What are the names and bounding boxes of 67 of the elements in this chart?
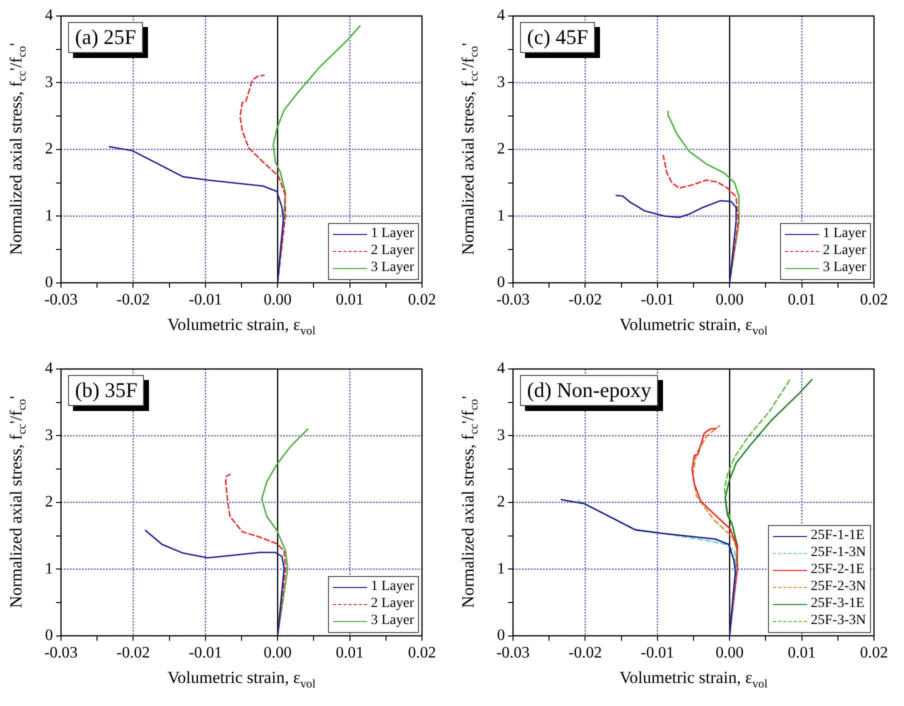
x-axis-title: Volumetric strain, ε$_{vol}$ <box>619 314 768 338</box>
text: (b) 35F <box>68 375 144 406</box>
x-tick-label: 0.02 <box>860 644 888 662</box>
y-tick-label: 0 <box>497 627 505 644</box>
y-tick-label: 3 <box>497 74 505 91</box>
x-tick-label: 0.01 <box>788 292 816 309</box>
legend-label: 25F-2-1E <box>810 562 864 578</box>
x-tick-label: 0.00 <box>716 292 744 309</box>
x-tick-label: 0.01 <box>336 644 364 662</box>
x-axis-title: Volumetric strain, ε$_{vol}$ <box>167 314 316 338</box>
y-tick-label: 2 <box>45 140 53 158</box>
y-tick-label: 0 <box>497 274 505 292</box>
y-tick-label: 2 <box>497 140 505 158</box>
legend-label: 25F-1-1E <box>810 528 864 544</box>
x-tick-label: -0.03 <box>44 292 78 309</box>
x-tick-label: 0.02 <box>408 644 436 662</box>
x-tick-label: -0.02 <box>116 292 150 309</box>
legend-label: 2 Layer <box>370 243 414 260</box>
legend-label: 25F-1-3N <box>810 545 866 562</box>
x-tick-label: 0.01 <box>788 644 816 662</box>
y-tick-label: 1 <box>497 560 505 578</box>
legend-label: 25F-3-3N <box>810 613 866 630</box>
y-tick-label: 3 <box>45 74 53 91</box>
x-tick-label: 0.00 <box>716 644 744 662</box>
x-axis-title: Volumetric strain, ε$_{vol}$ <box>619 668 768 692</box>
x-tick-label: 0.00 <box>264 644 292 662</box>
x-tick-label: -0.02 <box>116 644 150 662</box>
legend-label: 1 Layer <box>370 226 414 242</box>
x-tick-label: -0.01 <box>188 644 222 662</box>
legend-label: 25F-3-1E <box>810 596 864 612</box>
y-tick-label: 3 <box>45 426 53 444</box>
y-tick-label: 2 <box>45 494 53 511</box>
x-axis-title: Volumetric strain, ε$_{vol}$ <box>167 668 316 692</box>
x-tick-label: 0.02 <box>860 292 888 309</box>
text: (d) Non-epoxy <box>520 375 658 406</box>
legend-label: 2 Layer <box>370 596 414 612</box>
x-tick-label: -0.02 <box>568 292 602 309</box>
y-tick-label: 4 <box>45 7 53 24</box>
y-tick-label: 1 <box>45 207 53 224</box>
x-tick-label: -0.01 <box>188 292 222 309</box>
y-tick-label: 4 <box>497 360 505 378</box>
legend-label: 2 Layer <box>822 243 866 260</box>
y-tick-label: 1 <box>497 207 505 224</box>
x-tick-label: 0.02 <box>408 292 436 309</box>
legend-label: 1 Layer <box>822 226 866 242</box>
x-tick-label: -0.03 <box>496 292 530 309</box>
y-tick-label: 4 <box>45 360 53 378</box>
legend-label: 1 Layer <box>370 579 414 596</box>
y-tick-label: 2 <box>497 494 505 511</box>
text: (c) 45F <box>520 22 596 53</box>
y-tick-label: 1 <box>45 560 53 578</box>
y-tick-label: 3 <box>497 426 505 444</box>
y-tick-label: 0 <box>45 627 53 644</box>
text: (a) 25F <box>68 22 144 53</box>
legend-label: 3 Layer <box>822 260 866 276</box>
legend-label: 3 Layer <box>370 613 414 630</box>
x-tick-label: -0.01 <box>640 644 674 662</box>
x-tick-label: -0.02 <box>568 644 602 662</box>
x-tick-label: 0.00 <box>264 292 292 309</box>
x-tick-label: -0.01 <box>640 292 674 309</box>
x-tick-label: -0.03 <box>496 644 530 662</box>
legend-label: 3 Layer <box>370 260 414 276</box>
y-tick-label: 0 <box>45 274 53 292</box>
legend-label: 25F-2-3N <box>810 579 866 596</box>
y-tick-label: 4 <box>497 7 505 24</box>
x-tick-label: 0.01 <box>336 292 364 309</box>
x-tick-label: -0.03 <box>44 644 78 662</box>
